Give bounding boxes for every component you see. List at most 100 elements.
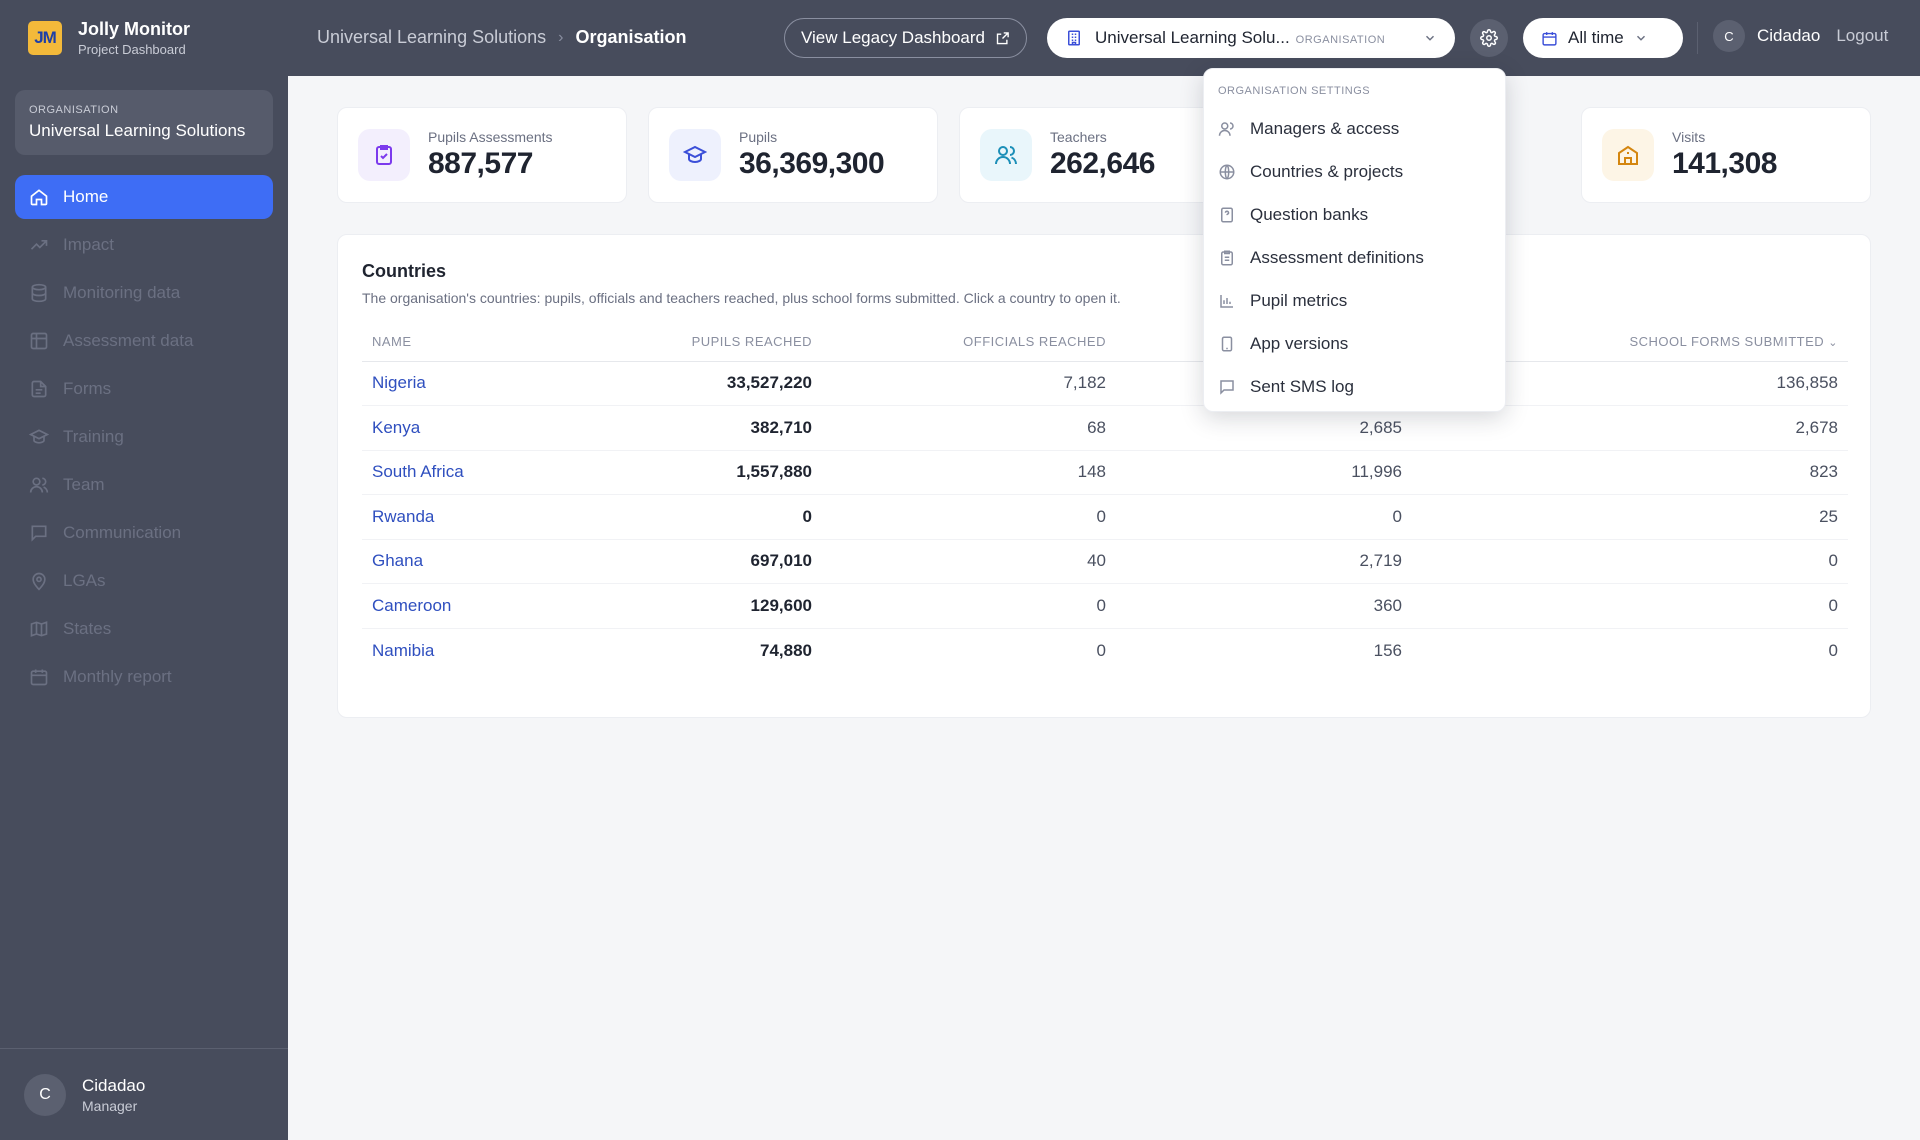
avatar[interactable]: C: [1713, 20, 1745, 52]
organisation-name: Universal Learning Solutions: [29, 121, 246, 140]
sidebar-item-impact[interactable]: Impact: [15, 223, 273, 267]
sidebar-item-home[interactable]: Home: [15, 175, 273, 219]
country-name-link[interactable]: Kenya: [362, 405, 562, 451]
table-row[interactable]: Ghana 697,010 40 2,719 0: [362, 539, 1848, 584]
app-subtitle: Project Dashboard: [78, 42, 186, 57]
menu-item-question-banks[interactable]: Question banks: [1204, 193, 1505, 236]
home-icon: [30, 189, 48, 206]
teachers-reached: 360: [1116, 583, 1412, 629]
teachers-reached: 11,996: [1116, 450, 1412, 495]
file-icon: [31, 380, 47, 398]
sidebar-item-label: Assessment data: [63, 331, 194, 350]
pupils-reached: 697,010: [562, 539, 822, 584]
officials-reached: 68: [822, 405, 1116, 451]
organisation-select-value: Universal Learning Solu... ORGANISATION: [1095, 28, 1411, 48]
user-icon: [1218, 121, 1234, 136]
topbar: Universal Learning Solutions › Organisat…: [288, 0, 1920, 76]
table-row[interactable]: Cameroon 129,600 0 360 0: [362, 583, 1848, 629]
pupils-reached: 33,527,220: [562, 361, 822, 406]
country-name-link[interactable]: Cameroon: [362, 583, 562, 629]
country-name-link[interactable]: Ghana: [362, 539, 562, 584]
calendar-icon: [1542, 31, 1557, 46]
graduation-cap-icon: [683, 145, 707, 164]
table-row[interactable]: Nigeria 33,527,220 7,182 136,858: [362, 361, 1848, 406]
sidebar: JM Jolly Monitor Project Dashboard ORGAN…: [0, 0, 288, 1140]
menu-item-label: Assessment definitions: [1250, 247, 1424, 267]
users-icon: [29, 477, 49, 493]
time-range-select[interactable]: All time: [1523, 18, 1683, 58]
table-row[interactable]: Kenya 382,710 68 2,685 2,678: [362, 405, 1848, 451]
sidebar-user[interactable]: C Cidadao Manager: [0, 1048, 288, 1140]
organisation-settings-button[interactable]: [1470, 19, 1508, 57]
question-file-icon: [1221, 207, 1233, 222]
sidebar-item-label: Home: [63, 187, 109, 206]
settings-menu-header: ORGANISATION SETTINGS: [1218, 85, 1371, 97]
sidebar-item-communication[interactable]: Communication: [15, 511, 273, 555]
school-forms-submitted: 0: [1412, 539, 1848, 584]
settings-menu-list: Managers & access Countries & projects Q…: [1204, 107, 1505, 408]
user-name[interactable]: Cidadao: [1757, 26, 1821, 45]
avatar: C: [24, 1073, 66, 1116]
organisation-label: ORGANISATION: [29, 104, 119, 116]
table-icon: [30, 332, 48, 350]
trend-icon: [30, 240, 48, 250]
menu-item-sent-sms-log[interactable]: Sent SMS log: [1204, 365, 1505, 408]
country-name-link[interactable]: Rwanda: [362, 494, 562, 540]
sidebar-item-label: Team: [63, 475, 105, 494]
school-forms-submitted: 2,678: [1412, 405, 1848, 451]
app-logo: JM: [28, 21, 62, 55]
countries-description: The organisation's countries: pupils, of…: [362, 290, 1121, 306]
sidebar-item-team[interactable]: Team: [15, 463, 273, 507]
sidebar-item-label: Monthly report: [63, 667, 172, 686]
column-header-officials[interactable]: OFFICIALS REACHED: [822, 323, 1116, 362]
table-row[interactable]: Namibia 74,880 0 156 0: [362, 628, 1848, 673]
breadcrumb-organisation-link[interactable]: Universal Learning Solutions: [317, 27, 547, 47]
stat-label: Pupils: [739, 129, 778, 145]
stat-icon-wrap: [358, 129, 410, 181]
sidebar-item-label: Monitoring data: [63, 283, 181, 302]
country-name-link[interactable]: Namibia: [372, 640, 435, 660]
view-legacy-dashboard-button[interactable]: View Legacy Dashboard: [784, 18, 1027, 58]
sidebar-item-monitoring-data[interactable]: Monitoring data: [15, 271, 273, 315]
officials-reached: 7,182: [822, 361, 1116, 406]
sidebar-item-assessment-data[interactable]: Assessment data: [15, 319, 273, 363]
country-name-link[interactable]: Nigeria: [362, 361, 562, 406]
pupils-reached: 74,880: [760, 640, 812, 660]
sidebar-item-lgas[interactable]: LGAs: [15, 559, 273, 603]
stat-value: 36,369,300: [739, 147, 885, 180]
sidebar-item-forms[interactable]: Forms: [15, 367, 273, 411]
organisation-settings-menu: ORGANISATION SETTINGS Managers & access …: [1203, 68, 1506, 412]
sidebar-item-monthly-report[interactable]: Monthly report: [15, 655, 273, 699]
logout-link[interactable]: Logout: [1836, 26, 1889, 45]
stat-card-pupils-assessments: Pupils Assessments 887,577: [337, 107, 627, 203]
menu-item-managers-access[interactable]: Managers & access: [1204, 107, 1505, 150]
column-header-name[interactable]: NAME: [362, 323, 562, 362]
users-icon: [995, 146, 1017, 165]
menu-item-label: App versions: [1250, 333, 1349, 353]
column-header-pupils[interactable]: PUPILS REACHED: [562, 323, 822, 362]
table-row[interactable]: Rwanda 0 0 0 25: [362, 494, 1848, 540]
brand[interactable]: JM Jolly Monitor Project Dashboard: [0, 0, 288, 76]
sidebar-item-training[interactable]: Training: [15, 415, 273, 459]
chat-icon: [31, 525, 47, 542]
table-row[interactable]: South Africa 1,557,880 148 11,996 823: [362, 450, 1848, 495]
sidebar-item-label: LGAs: [63, 571, 106, 590]
bar-chart-icon: [1220, 294, 1233, 308]
organisation-select[interactable]: Universal Learning Solu... ORGANISATION: [1047, 18, 1455, 58]
stat-label: Visits: [1672, 129, 1706, 145]
menu-item-countries-projects[interactable]: Countries & projects: [1204, 150, 1505, 193]
menu-item-assessment-definitions[interactable]: Assessment definitions: [1204, 236, 1505, 279]
officials-reached: 0: [1096, 640, 1106, 660]
stat-value: 887,577: [428, 147, 533, 180]
sidebar-item-label: Forms: [63, 379, 112, 398]
stat-icon-wrap: [980, 129, 1032, 181]
country-name-link[interactable]: South Africa: [362, 450, 562, 495]
menu-item-label: Pupil metrics: [1250, 290, 1348, 310]
graduation-cap-icon: [29, 429, 49, 444]
menu-item-pupil-metrics[interactable]: Pupil metrics: [1204, 279, 1505, 322]
menu-item-app-versions[interactable]: App versions: [1204, 322, 1505, 365]
time-range-value: All time: [1568, 28, 1624, 47]
sidebar-item-states[interactable]: States: [15, 607, 273, 651]
stat-value: 262,646: [1050, 147, 1155, 180]
organisation-box[interactable]: ORGANISATION Universal Learning Solution…: [15, 90, 273, 155]
